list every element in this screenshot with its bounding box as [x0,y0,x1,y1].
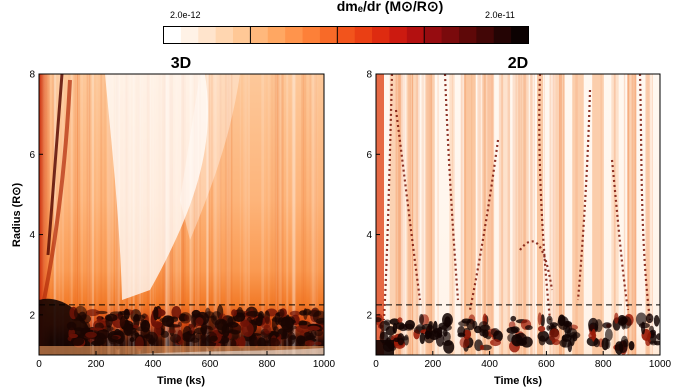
colorbar-max-label: 2.0e-11 [485,10,515,20]
x-tick-label: 400 [145,359,162,370]
x-tick-label: 1000 [649,359,672,370]
panel-3d: 3D 0 200 400 600 800 1000 2 4 6 8 Time (ks) Radiu… [11,55,336,387]
x-tick-label: 600 [202,359,219,370]
colorbar-cell [267,26,286,44]
colorbar-cell [511,26,529,44]
y-tick-label: 2 [366,310,372,321]
colorbar-cell [424,26,442,44]
y-tick-label: 2 [29,310,35,321]
colorbar-cell [354,26,373,44]
dark-blobs-2d [376,312,660,355]
colorbar-title: dmₑ/dr (M⊙/R⊙) [336,0,444,14]
colorbar-cell [233,26,251,44]
colorbar-cell [493,26,512,44]
colorbar-cell [441,26,460,44]
panel-title-2d: 2D [508,55,528,72]
colorbar-cell [180,26,199,44]
axes-2d: 0 200 400 600 800 1000 2 4 6 8 [366,70,671,371]
colorbar-cell [476,26,495,44]
y-tick-label: 6 [366,150,372,161]
x-tick-label: 200 [88,359,105,370]
xlabel-2d: Time (ks) [494,375,542,387]
x-tick-label: 800 [595,359,612,370]
colorbar-cell [302,26,321,44]
plumes-2d [382,74,652,321]
dark-band-3d [39,304,324,355]
colorbar-cells [163,26,529,44]
heatmap-2d [376,74,660,355]
colorbar-cell [337,26,356,44]
colorbar-cell [406,26,425,44]
colorbar-cell [319,26,338,44]
panel-2d: 2D 0 200 400 600 800 1000 2 4 6 8 Time (ks) [366,55,671,387]
y-tick-label: 6 [29,150,35,161]
y-tick-label: 8 [29,70,35,81]
colorbar-cell [163,26,182,44]
frame-2d [375,73,661,356]
y-tick-label: 4 [29,230,35,241]
heatmap-3d [39,74,324,355]
panel-title-3d: 3D [171,55,191,72]
colorbar-min-label: 2.0e-12 [170,10,201,20]
y-tick-label: 4 [366,230,372,241]
colorbar [163,26,529,44]
x-tick-label: 400 [481,359,498,370]
streaks-2d [389,74,653,355]
x-tick-label: 600 [538,359,555,370]
colorbar-cell [250,26,269,44]
colorbar-frame [163,26,529,44]
colorbar-cell [198,26,217,44]
frame-3d [38,73,325,356]
x-tick-label: 0 [373,359,379,370]
colorbar-cell [285,26,303,44]
axes-3d: 0 200 400 600 800 1000 2 4 6 8 [29,70,335,371]
x-tick-label: 800 [259,359,276,370]
x-tick-label: 0 [36,359,42,370]
x-tick-label: 200 [424,359,441,370]
colorbar-cell [458,26,477,44]
ylabel-3d: Radius (R⊙) [11,183,23,248]
xlabel-3d: Time (ks) [157,375,205,387]
x-tick-label: 1000 [313,359,336,370]
y-tick-label: 8 [366,70,372,81]
colorbar-cell [372,26,390,44]
colorbar-cell [389,26,408,44]
colorbar-cell [215,26,234,44]
